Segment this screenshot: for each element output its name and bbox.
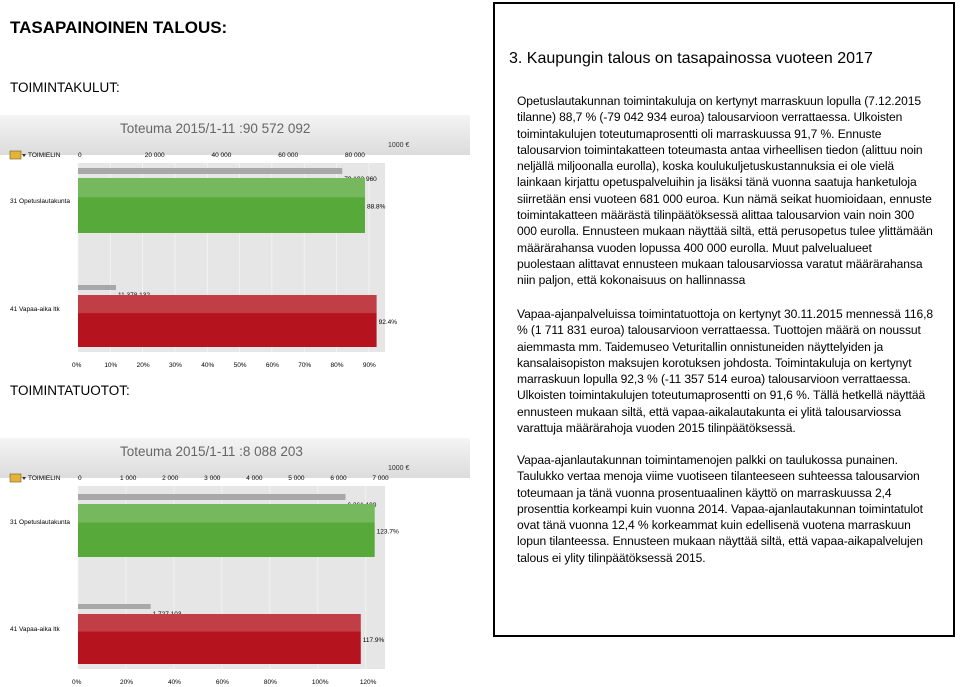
expenses-chart: Toteuma 2015/1-11 :90 572 092 1000 € TOIMI… [0,115,470,370]
top-tick-label: 2 000 [162,475,179,482]
top-tick-label: 5 000 [288,475,305,482]
top-tick-label: 4 000 [246,475,263,482]
bottom-tick-label: 20% [137,362,150,369]
amount-bar [78,168,343,174]
amount-bar [78,285,116,290]
percent-bar-label: 88.8% [367,204,386,211]
menu-icon [9,473,22,483]
bottom-tick-label: 120% [360,679,377,686]
chart-header-bg [0,115,470,155]
amount-bar [78,604,151,609]
percent-bar-shine [78,504,375,523]
chevron-down-icon [22,477,26,480]
bottom-tick-label: 50% [234,362,247,369]
expenses-chart-svg: Toteuma 2015/1-11 :90 572 092 1000 € TOIMI… [0,115,470,369]
bottom-tick-label: 70% [298,362,311,369]
bottom-tick-label: 80% [331,362,344,369]
top-tick-label: 1 000 [120,475,137,482]
percent-bar [78,504,375,557]
panel-title: 3. Kaupungin talous on tasapainossa vuot… [509,50,873,67]
menu-label: TOIMIELIN [28,475,61,482]
bottom-tick-label: 0% [72,679,82,686]
revenue-chart-svg: Toteuma 2015/1-11 :8 088 203 1000 € TOIMIE… [0,438,470,686]
percent-bar [78,295,377,347]
chart-title: Toteuma 2015/1-11 :90 572 092 [120,121,310,136]
unit-label: 1000 € [388,142,410,149]
percent-bar [78,178,365,233]
menu-icon [9,150,22,160]
top-tick-label: 0 [78,475,82,482]
percent-bar-label: 92.4% [379,319,398,326]
bottom-tick-label: 0% [72,362,82,369]
top-tick-label: 40 000 [211,152,231,159]
top-tick-label: 20 000 [145,152,165,159]
percent-bar-label: 123.7% [377,529,399,536]
category-label: 41 Vapaa-aika ltk [10,626,60,633]
top-tick-label: 80 000 [345,152,365,159]
expenses-label: TOIMINTAKULUT: [10,80,120,95]
chevron-down-icon [22,154,26,157]
bottom-tick-label: 40% [201,362,214,369]
percent-bar-shine [78,178,365,198]
top-tick-label: 6 000 [330,475,347,482]
top-tick-label: 0 [78,152,82,159]
revenue-chart: Toteuma 2015/1-11 :8 088 203 1000 € TOIMIE… [0,438,470,687]
percent-bar [78,614,361,664]
category-label: 41 Vapaa-aika ltk [10,306,60,313]
revenue-label: TOIMINTATUOTOT: [10,383,130,398]
bottom-tick-label: 30% [169,362,182,369]
bottom-tick-label: 20% [120,679,133,686]
top-tick-label: 7 000 [372,475,389,482]
bottom-tick-label: 40% [168,679,181,686]
paragraph-vertailu: Vapaa-ajanlautakunnan toimintamenojen pa… [517,453,923,565]
bottom-tick-label: 100% [312,679,329,686]
chart-header-bg [0,438,470,478]
top-tick-label: 60 000 [278,152,298,159]
bottom-tick-label: 10% [104,362,117,369]
percent-bar-shine [78,295,377,314]
category-label: 31 Opetuslautakunta [10,198,70,205]
unit-label: 1000 € [388,465,410,472]
percent-bar-shine [78,614,361,632]
paragraph-vapaa-aika: Vapaa-ajanpalveluissa toimintatuottoja o… [517,307,933,436]
percent-bar-label: 117.9% [363,637,385,644]
text-panel: 3. Kaupungin talous on tasapainossa vuot… [493,2,955,637]
menu-label: TOIMIELIN [28,152,61,159]
chart-title: Toteuma 2015/1-11 :8 088 203 [120,444,303,459]
bottom-tick-label: 60% [266,362,279,369]
top-tick-label: 3 000 [204,475,221,482]
paragraph-opetus: Opetuslautakunnan toimintakuluja on kert… [517,94,933,288]
amount-bar [78,494,346,500]
bottom-tick-label: 80% [264,679,277,686]
category-label: 31 Opetuslautakunta [10,519,70,526]
page-heading: TASAPAINOINEN TALOUS: [10,18,228,37]
bottom-tick-label: 60% [216,679,229,686]
bottom-tick-label: 90% [363,362,376,369]
